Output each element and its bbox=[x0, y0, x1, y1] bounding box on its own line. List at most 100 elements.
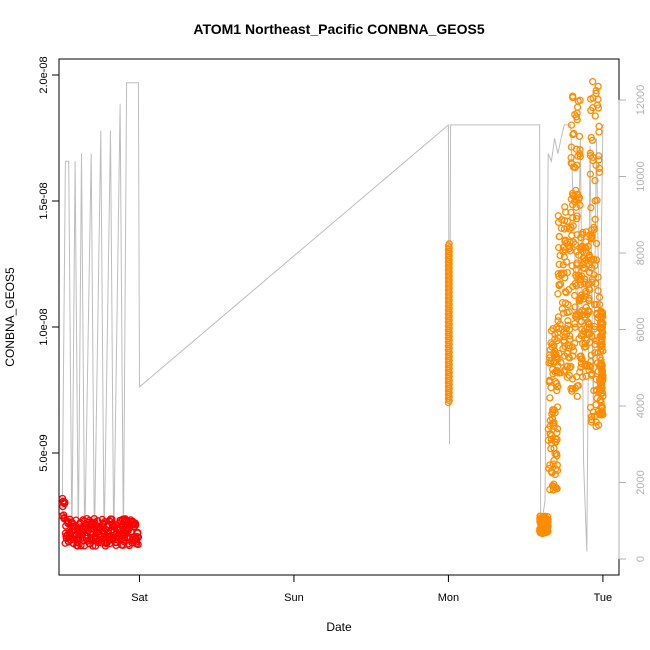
data-point bbox=[596, 411, 604, 419]
data-point bbox=[587, 235, 595, 243]
data-point bbox=[582, 238, 590, 246]
data-point bbox=[537, 515, 545, 523]
data-point bbox=[576, 96, 584, 104]
data-point bbox=[560, 338, 568, 346]
data-point bbox=[551, 438, 560, 446]
data-point bbox=[134, 528, 142, 537]
data-point bbox=[572, 281, 580, 290]
data-point bbox=[596, 386, 605, 394]
data-point bbox=[571, 339, 579, 347]
data-point bbox=[569, 130, 577, 139]
x-tick-label: Mon bbox=[438, 592, 459, 604]
data-point bbox=[588, 332, 596, 340]
data-point bbox=[595, 164, 604, 173]
data-point bbox=[577, 363, 585, 372]
data-point bbox=[569, 92, 577, 100]
data-point bbox=[554, 382, 562, 391]
data-point bbox=[134, 533, 143, 541]
data-point bbox=[596, 361, 605, 369]
data-point bbox=[538, 521, 546, 530]
data-point bbox=[538, 528, 546, 537]
data-point bbox=[548, 340, 556, 349]
data-point bbox=[578, 373, 587, 381]
y2-tick-label: 8000 bbox=[635, 241, 647, 265]
data-point bbox=[571, 319, 579, 328]
data-point bbox=[567, 121, 576, 129]
data-point bbox=[569, 282, 577, 291]
data-point bbox=[575, 132, 584, 141]
data-point bbox=[577, 294, 585, 302]
data-point bbox=[576, 201, 584, 209]
data-point bbox=[590, 386, 598, 395]
x-tick-label: Sat bbox=[131, 592, 148, 604]
data-point bbox=[571, 240, 579, 249]
data-point bbox=[555, 260, 563, 269]
data-point bbox=[564, 317, 572, 325]
data-point bbox=[551, 450, 559, 458]
data-point bbox=[571, 323, 580, 331]
data-point bbox=[560, 225, 569, 233]
data-point bbox=[549, 460, 557, 468]
data-point bbox=[567, 362, 575, 371]
data-point bbox=[108, 515, 116, 523]
data-point bbox=[592, 418, 600, 426]
data-point bbox=[550, 456, 558, 465]
data-point bbox=[554, 212, 562, 220]
data-point bbox=[592, 239, 601, 248]
data-point bbox=[590, 301, 599, 309]
data-point bbox=[586, 170, 595, 178]
data-point bbox=[578, 306, 586, 315]
data-point bbox=[576, 281, 585, 289]
data-point bbox=[578, 325, 586, 334]
data-point bbox=[556, 320, 564, 328]
data-point bbox=[599, 410, 607, 419]
data-point bbox=[549, 408, 557, 416]
data-point bbox=[559, 261, 567, 269]
data-point bbox=[577, 355, 585, 363]
data-point bbox=[554, 313, 563, 321]
data-point bbox=[587, 204, 595, 212]
x-tick-label: Tue bbox=[594, 592, 613, 604]
data-point bbox=[561, 236, 570, 244]
data-point bbox=[579, 264, 587, 272]
data-point bbox=[553, 429, 561, 437]
data-point bbox=[61, 498, 69, 506]
data-point bbox=[595, 293, 604, 301]
data-point bbox=[594, 287, 602, 295]
y-tick-label: 5.0e-09 bbox=[38, 434, 50, 471]
x-tick-label: Sun bbox=[284, 592, 304, 604]
data-point bbox=[570, 129, 578, 138]
data-point bbox=[573, 382, 581, 390]
data-point bbox=[594, 273, 602, 281]
data-point bbox=[595, 168, 604, 176]
data-point bbox=[585, 361, 593, 370]
data-point bbox=[593, 196, 601, 204]
data-point bbox=[587, 413, 596, 421]
data-point bbox=[592, 256, 601, 264]
data-point bbox=[132, 521, 140, 529]
data-point bbox=[593, 101, 602, 109]
data-point bbox=[588, 255, 596, 264]
data-point bbox=[596, 396, 604, 405]
data-point bbox=[589, 77, 597, 86]
y2-tick-label: 4000 bbox=[635, 394, 647, 418]
data-point bbox=[554, 290, 562, 298]
data-point bbox=[599, 376, 607, 384]
data-point bbox=[587, 133, 595, 142]
axes-layer: Sat Sun Mon Tue 5.0e-09 1.0e-08 1.5e-08 2.0e-08… bbox=[38, 56, 647, 604]
data-point bbox=[584, 320, 592, 328]
data-point bbox=[592, 89, 600, 98]
data-point bbox=[578, 339, 587, 348]
data-point bbox=[547, 339, 555, 347]
data-point bbox=[586, 363, 594, 371]
data-point bbox=[553, 466, 562, 475]
y-tick-label: 1.5e-08 bbox=[38, 182, 50, 219]
data-point bbox=[551, 483, 560, 492]
data-point bbox=[595, 156, 603, 164]
data-point bbox=[555, 369, 563, 377]
data-point bbox=[445, 240, 453, 248]
data-point bbox=[573, 103, 582, 111]
y2-tick-label: 6000 bbox=[635, 317, 647, 341]
points-layer bbox=[58, 77, 607, 550]
